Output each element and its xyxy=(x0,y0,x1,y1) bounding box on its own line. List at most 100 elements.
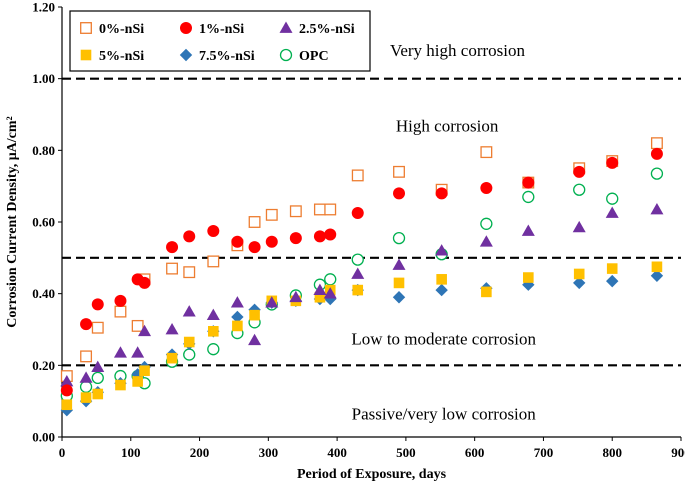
zone-label-2: Low to moderate corrosion xyxy=(351,329,536,348)
point-0%-nSi xyxy=(480,146,493,159)
legend-label-1%-nSi: 1%-nSi xyxy=(199,22,244,37)
point-5%-nSi xyxy=(314,291,326,303)
point-2.5%-nSi xyxy=(572,220,586,233)
point-OPC xyxy=(351,253,364,266)
point-7.5%-nSi xyxy=(435,283,448,297)
point-1%-nSi xyxy=(166,241,179,254)
point-1%-nSi xyxy=(60,384,73,397)
zone-labels: Very high corrosion High corrosion Low to … xyxy=(351,41,536,424)
point-7.5%-nSi xyxy=(650,269,664,282)
point-OPC xyxy=(606,192,619,205)
legend-marker-OPC xyxy=(279,48,293,62)
point-OPC xyxy=(91,371,104,385)
point-0%-nSi xyxy=(351,169,364,182)
point-2.5%-nSi xyxy=(605,206,619,218)
point-0%-nSi xyxy=(131,319,144,332)
point-2.5%-nSi xyxy=(248,333,262,346)
point-1%-nSi xyxy=(114,294,127,307)
series-2.5%-nSi xyxy=(60,202,664,387)
point-1%-nSi xyxy=(138,276,151,289)
x-tick-label: 700 xyxy=(534,445,554,460)
point-2.5%-nSi xyxy=(60,374,74,387)
point-2.5%-nSi xyxy=(323,287,337,299)
legend-label-2.5%-nSi: 2.5%-nSi xyxy=(299,22,355,37)
point-5%-nSi xyxy=(80,392,92,403)
point-OPC xyxy=(650,167,664,180)
legend: 0%-nSi 1%-nSi 2.5%-nSi 5%-nSi 7.5%-nSi OPC xyxy=(69,10,371,72)
x-tick-label: 500 xyxy=(396,445,416,460)
point-2.5%-nSi xyxy=(435,244,449,256)
point-5%-nSi xyxy=(232,320,243,332)
point-1%-nSi xyxy=(80,318,93,331)
point-5%-nSi xyxy=(132,376,143,387)
point-2.5%-nSi xyxy=(113,346,127,358)
point-2.5%-nSi xyxy=(351,267,365,279)
legend-marker-2.5%-nSi xyxy=(279,21,293,33)
point-0%-nSi xyxy=(393,165,405,178)
x-tick-label: 100 xyxy=(121,445,141,460)
point-2.5%-nSi xyxy=(289,290,303,303)
point-5%-nSi xyxy=(166,352,178,364)
point-0%-nSi xyxy=(80,350,93,363)
point-7.5%-nSi xyxy=(573,276,586,290)
point-1%-nSi xyxy=(480,181,493,194)
point-5%-nSi xyxy=(436,274,447,285)
point-2.5%-nSi xyxy=(131,346,145,358)
point-1%-nSi xyxy=(435,187,448,200)
point-1%-nSi xyxy=(522,176,535,189)
point-0%-nSi xyxy=(265,208,278,221)
point-5%-nSi xyxy=(393,277,405,289)
point-7.5%-nSi xyxy=(392,291,406,304)
point-2.5%-nSi xyxy=(650,202,664,215)
x-tick-label: 0 xyxy=(59,445,66,460)
threshold-lines xyxy=(62,77,681,367)
point-5%-nSi xyxy=(523,272,534,283)
point-1%-nSi xyxy=(289,232,302,245)
point-0%-nSi xyxy=(207,255,220,268)
point-2.5%-nSi xyxy=(265,296,279,308)
point-0%-nSi xyxy=(289,205,302,218)
point-0%-nSi xyxy=(313,203,326,216)
data-points xyxy=(60,137,664,417)
point-1%-nSi xyxy=(91,298,104,311)
point-5%-nSi xyxy=(249,309,260,321)
point-OPC xyxy=(522,190,535,204)
y-tick-label: 0.60 xyxy=(32,215,55,230)
legend-label-5%-nSi: 5%-nSi xyxy=(99,49,144,64)
legend-marker-5%-nSi xyxy=(80,49,92,61)
point-OPC xyxy=(207,343,220,356)
point-2.5%-nSi xyxy=(79,371,93,383)
point-5%-nSi xyxy=(92,388,104,400)
point-5%-nSi xyxy=(352,284,364,296)
x-tick-label: 800 xyxy=(602,445,622,460)
legend-marker-1%-nSi xyxy=(180,22,192,34)
point-0%-nSi xyxy=(91,321,104,334)
zone-label-3: Passive/very low corrosion xyxy=(352,405,537,424)
y-axis-title: Corrosion Current Density, μA/cm² xyxy=(5,116,20,328)
series-1%-nSi xyxy=(60,147,663,397)
point-OPC xyxy=(183,348,196,361)
point-0%-nSi xyxy=(650,137,663,150)
legend-box xyxy=(69,10,371,72)
point-0%-nSi xyxy=(183,266,196,279)
point-1%-nSi xyxy=(351,207,364,220)
y-tick-label: 0.80 xyxy=(32,143,55,158)
point-OPC xyxy=(79,380,93,393)
legend-label-7.5%-nSi: 7.5%-nSi xyxy=(199,49,255,64)
legend-marker-0%-nSi xyxy=(80,22,92,34)
point-5%-nSi xyxy=(481,286,492,298)
point-2.5%-nSi xyxy=(138,324,152,337)
point-2.5%-nSi xyxy=(230,296,244,308)
point-2.5%-nSi xyxy=(206,308,220,321)
legend-marker-7.5%-nSi xyxy=(179,48,193,62)
point-OPC xyxy=(392,231,406,245)
point-0%-nSi xyxy=(114,305,127,318)
point-0%-nSi xyxy=(324,203,337,216)
point-OPC xyxy=(573,183,586,196)
point-1%-nSi xyxy=(183,230,196,243)
y-tick-label: 0.00 xyxy=(32,430,55,445)
point-5%-nSi xyxy=(115,379,126,391)
point-5%-nSi xyxy=(208,325,219,337)
point-5%-nSi xyxy=(606,263,618,274)
